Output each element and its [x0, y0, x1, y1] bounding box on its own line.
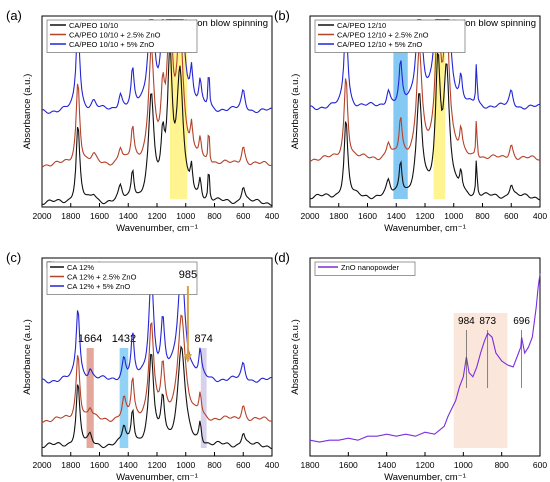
- x-tick-label: 2000: [301, 211, 320, 221]
- panel-2: 1664 1432 874 2000 1800 1600 1400 1200 1000 800 60…: [6, 250, 279, 482]
- legend-entry: CA/PEO 10/10 + 2.5% ZnO: [69, 31, 161, 40]
- panel-label: (a): [6, 8, 22, 23]
- legend-entry: CA/PEO 12/10: [337, 21, 386, 30]
- panel-label: (c): [6, 250, 21, 265]
- panel-3: 1800 1600 1400 1200 1000 800 600 Wavenumber, cm…: [274, 250, 547, 482]
- x-tick-label: 1000: [176, 460, 195, 470]
- x-tick-label: 1200: [416, 460, 435, 470]
- highlight-band: [453, 313, 508, 448]
- x-tick-label: 1400: [119, 211, 138, 221]
- legend-entry: CA/PEO 10/10 + 5% ZnO: [69, 40, 154, 49]
- y-axis-label: Absorbance (a.u.): [290, 319, 301, 395]
- panel-1: 2000 1800 1600 1400 1200 1000 800 600 400 Wavenum…: [274, 8, 547, 234]
- highlight-band: [393, 34, 408, 199]
- y-axis-label: Absorbance (a.u.): [22, 74, 33, 150]
- x-axis-label: Wavenumber, cm⁻¹: [384, 223, 466, 234]
- x-tick-label: 600: [504, 211, 518, 221]
- legend-box: [314, 261, 416, 276]
- legend-entry: ZnO nanopowder: [341, 263, 399, 272]
- band-label: 874: [195, 333, 213, 345]
- legend-entry: CA/PEO 12/10 + 5% ZnO: [337, 40, 422, 49]
- legend-entry: CA 12% + 5% ZnO: [67, 282, 130, 291]
- series-line: [309, 19, 541, 162]
- highlight-band: [86, 348, 94, 448]
- x-tick-label: 800: [475, 211, 489, 221]
- panel-label: (b): [274, 8, 290, 23]
- x-tick-label: 800: [207, 211, 221, 221]
- legend-entry: CA 12% + 2.5% ZnO: [67, 273, 137, 282]
- legend-entry: CA/PEO 10/10: [69, 21, 118, 30]
- x-tick-label: 1400: [119, 460, 138, 470]
- x-tick-label: 1600: [339, 460, 358, 470]
- series-line: [41, 47, 273, 207]
- x-tick-label: 1600: [90, 211, 109, 221]
- x-tick-label: 400: [265, 460, 279, 470]
- legend-entry: CA/PEO 12/10 + 2.5% ZnO: [337, 31, 429, 40]
- x-tick-label: 1200: [416, 211, 435, 221]
- x-tick-label: 1800: [61, 460, 80, 470]
- x-tick-label: 1400: [377, 460, 396, 470]
- x-tick-label: 1400: [387, 211, 406, 221]
- band-label: 1432: [112, 333, 136, 345]
- y-axis-label: Absorbance (a.u.): [22, 319, 33, 395]
- peak-label: 984: [458, 316, 475, 327]
- x-tick-label: 400: [533, 211, 547, 221]
- x-tick-label: 1000: [454, 460, 473, 470]
- x-tick-label: 1200: [148, 211, 167, 221]
- x-axis-label: Wavenumber, cm⁻¹: [116, 472, 198, 482]
- x-tick-label: 1200: [148, 460, 167, 470]
- legend-box: [46, 261, 198, 295]
- series-line: [41, 345, 273, 450]
- x-tick-label: 400: [265, 211, 279, 221]
- arrow-label: 985: [179, 269, 197, 281]
- panel-annotation: Solution blow spinning: [441, 18, 536, 29]
- series-line: [42, 19, 273, 114]
- x-tick-label: 1800: [329, 211, 348, 221]
- peak-label: 696: [513, 316, 530, 327]
- x-tick-label: 1000: [176, 211, 195, 221]
- highlight-band: [200, 348, 207, 448]
- panel-0: 2000 1800 1600 1400 1200 1000 800 600 400 Wavenum…: [6, 8, 279, 234]
- series-line: [41, 19, 273, 168]
- y-axis-label: Absorbance (a.u.): [290, 74, 301, 150]
- series-line: [41, 314, 273, 424]
- x-tick-label: 1000: [444, 211, 463, 221]
- x-axis-label: Wavenumber, cm⁻¹: [116, 223, 198, 234]
- series-line: [309, 52, 541, 201]
- peak-label: 873: [479, 316, 496, 327]
- arrow-head: [183, 354, 192, 363]
- panel-annotation: Solution blow spinning: [173, 18, 268, 29]
- legend-box: [46, 19, 198, 53]
- legend-entry: CA 12%: [67, 263, 94, 272]
- x-tick-label: 1600: [90, 460, 109, 470]
- x-tick-label: 2000: [33, 460, 52, 470]
- x-tick-label: 1800: [61, 211, 80, 221]
- x-tick-label: 1600: [358, 211, 377, 221]
- x-tick-label: 1800: [301, 460, 320, 470]
- highlight-band: [119, 348, 129, 448]
- x-tick-label: 600: [533, 460, 547, 470]
- x-tick-label: 600: [236, 211, 250, 221]
- series-line: [310, 19, 541, 111]
- x-tick-label: 600: [236, 460, 250, 470]
- x-tick-label: 800: [207, 460, 221, 470]
- legend-box: [314, 19, 466, 53]
- x-axis-label: Wavenumber, cm⁻¹: [384, 472, 466, 482]
- series-line: [42, 263, 272, 384]
- highlight-band: [433, 34, 446, 199]
- x-tick-label: 2000: [33, 211, 52, 221]
- panel-label: (d): [274, 250, 290, 265]
- band-label: 1664: [78, 333, 102, 345]
- x-tick-label: 800: [495, 460, 509, 470]
